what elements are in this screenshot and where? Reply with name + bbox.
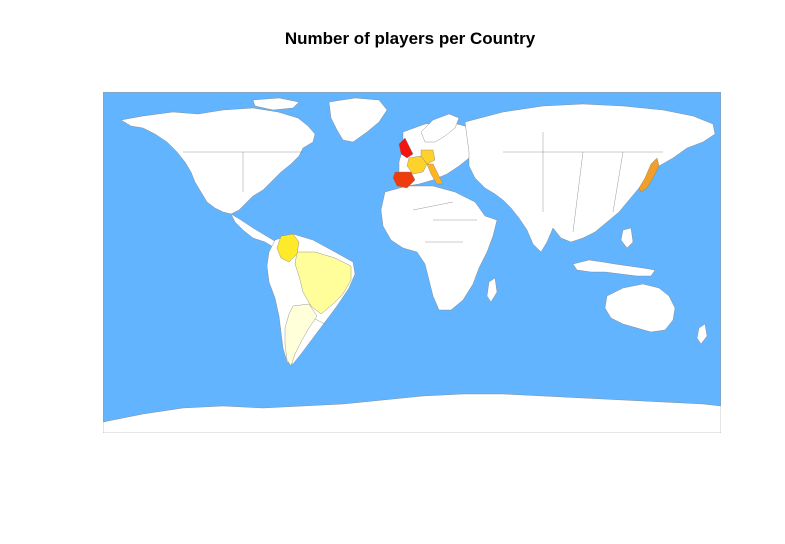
land-indonesia	[572, 259, 656, 277]
land-asia	[464, 103, 716, 253]
map-title: Number of players per Country	[284, 29, 536, 48]
land-madagascar	[486, 277, 498, 303]
land-greenland	[328, 97, 388, 143]
country-japan	[638, 157, 660, 193]
country-brazil	[294, 251, 352, 315]
country-colombia	[276, 233, 300, 263]
country-germany	[420, 149, 436, 165]
country-italy	[426, 163, 444, 185]
world-map	[103, 92, 721, 433]
land-scandinavia	[420, 113, 460, 143]
land-arctic-islands	[252, 97, 300, 111]
country-united-kingdom	[398, 137, 414, 159]
land-north-america	[120, 107, 316, 215]
land-antarctica	[103, 393, 721, 433]
country-spain	[392, 171, 416, 189]
land-africa	[380, 185, 498, 311]
land-australia	[604, 283, 676, 333]
land-new-zealand	[696, 323, 708, 345]
land-philippines	[620, 227, 634, 249]
country-argentina	[284, 303, 318, 367]
